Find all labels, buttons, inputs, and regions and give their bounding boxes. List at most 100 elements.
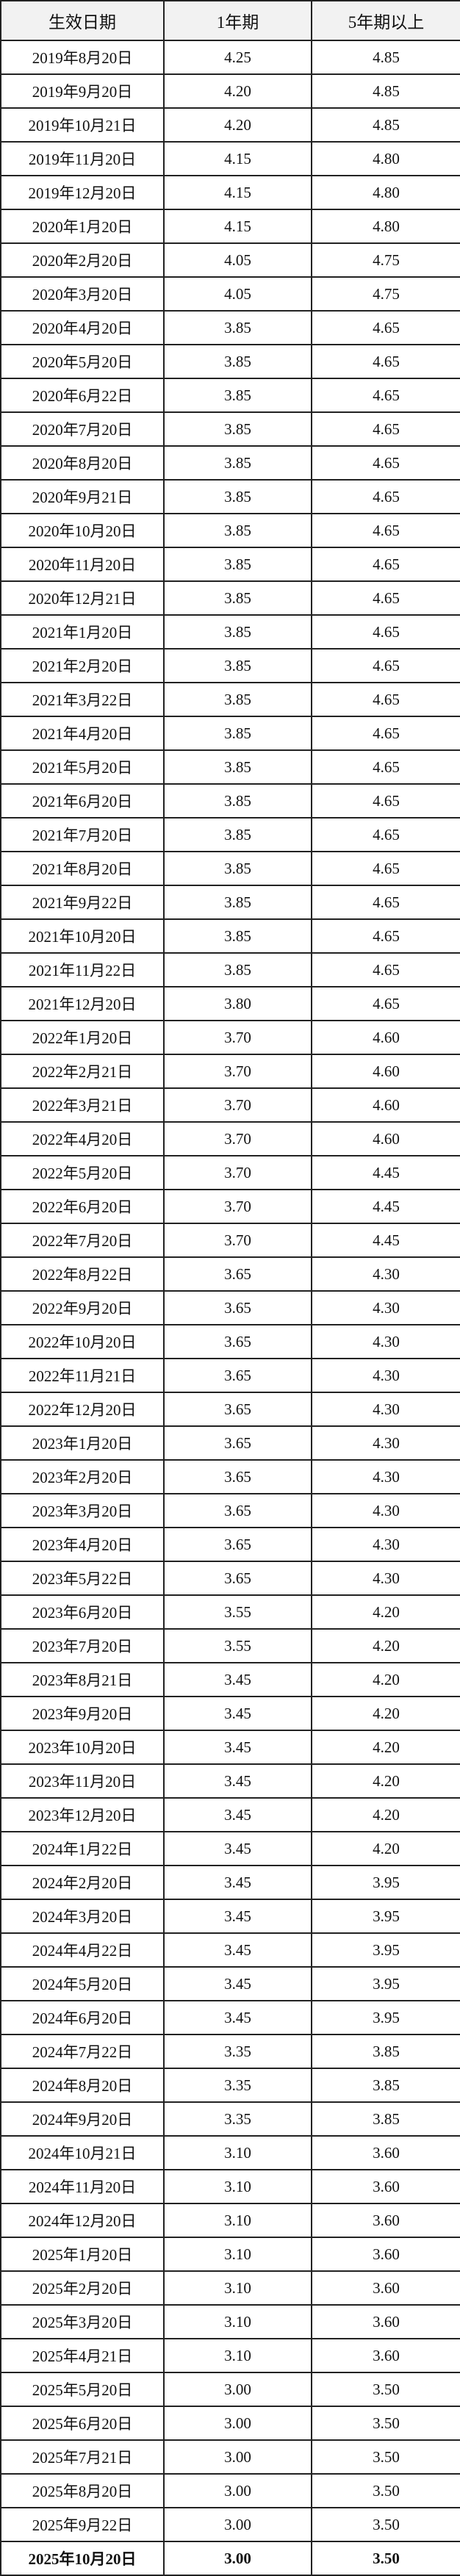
one-year-rate-cell: 3.10 xyxy=(163,2135,312,2170)
table-row: 2024年6月20日 3.45 3.95 xyxy=(0,2000,460,2035)
effective-date-cell: 2024年6月20日 xyxy=(0,2000,165,2035)
five-year-rate-cell: 3.50 xyxy=(311,2439,460,2475)
effective-date-cell: 2022年3月21日 xyxy=(0,1087,165,1123)
five-year-rate-cell: 4.65 xyxy=(311,851,460,886)
five-year-rate-cell: 4.65 xyxy=(311,378,460,413)
five-year-rate-cell: 4.45 xyxy=(311,1155,460,1190)
effective-date-cell: 2021年3月22日 xyxy=(0,682,165,717)
effective-date-cell: 2022年10月20日 xyxy=(0,1324,165,1359)
five-year-rate-cell: 4.65 xyxy=(311,344,460,379)
five-year-rate-cell: 3.95 xyxy=(311,1865,460,1900)
one-year-rate-cell: 3.45 xyxy=(163,1797,312,1832)
one-year-rate-cell: 3.55 xyxy=(163,1594,312,1630)
five-year-rate-cell: 4.30 xyxy=(311,1561,460,1596)
five-year-rate-cell: 3.60 xyxy=(311,2237,460,2272)
one-year-rate-cell: 4.15 xyxy=(163,175,312,210)
five-year-rate-cell: 3.85 xyxy=(311,2068,460,2103)
one-year-rate-cell: 3.85 xyxy=(163,547,312,582)
table-row: 2020年9月21日 3.85 4.65 xyxy=(0,479,460,514)
table-row: 2021年7月20日 3.85 4.65 xyxy=(0,817,460,852)
table-row: 2022年8月22日 3.65 4.30 xyxy=(0,1256,460,1292)
effective-date-cell: 2024年1月22日 xyxy=(0,1831,165,1866)
one-year-rate-cell: 3.85 xyxy=(163,851,312,886)
five-year-rate-cell: 4.30 xyxy=(311,1527,460,1562)
five-year-rate-cell: 4.20 xyxy=(311,1696,460,1731)
table-row: 2023年1月20日 3.65 4.30 xyxy=(0,1425,460,1461)
five-year-rate-cell: 4.65 xyxy=(311,411,460,447)
one-year-rate-cell: 3.45 xyxy=(163,1966,312,2001)
five-year-rate-cell: 4.65 xyxy=(311,952,460,987)
one-year-rate-cell: 3.65 xyxy=(163,1493,312,1528)
table-row: 2020年7月20日 3.85 4.65 xyxy=(0,411,460,447)
table-row: 2020年10月20日 3.85 4.65 xyxy=(0,513,460,548)
effective-date-cell: 2025年6月20日 xyxy=(0,2406,165,2441)
five-year-rate-cell: 3.85 xyxy=(311,2034,460,2069)
one-year-rate-cell: 4.05 xyxy=(163,276,312,312)
effective-date-cell: 2023年11月20日 xyxy=(0,1763,165,1799)
table-row: 2024年12月20日 3.10 3.60 xyxy=(0,2203,460,2238)
one-year-rate-cell: 3.10 xyxy=(163,2338,312,2373)
five-year-rate-cell: 4.30 xyxy=(311,1290,460,1325)
five-year-rate-cell: 4.60 xyxy=(311,1121,460,1156)
effective-date-cell: 2024年2月20日 xyxy=(0,1865,165,1900)
five-year-rate-cell: 4.60 xyxy=(311,1054,460,1089)
table-row: 2024年9月20日 3.35 3.85 xyxy=(0,2101,460,2137)
effective-date-cell: 2022年1月20日 xyxy=(0,1020,165,1055)
table-row: 2022年7月20日 3.70 4.45 xyxy=(0,1223,460,1258)
effective-date-cell: 2024年12月20日 xyxy=(0,2203,165,2238)
five-year-rate-cell: 3.50 xyxy=(311,2406,460,2441)
effective-date-cell: 2021年1月20日 xyxy=(0,614,165,650)
effective-date-cell: 2019年11月20日 xyxy=(0,141,165,176)
five-year-rate-cell: 3.50 xyxy=(311,2507,460,2542)
one-year-rate-cell: 3.80 xyxy=(163,986,312,1021)
one-year-rate-cell: 3.55 xyxy=(163,1628,312,1663)
one-year-rate-cell: 3.85 xyxy=(163,749,312,785)
table-row: 2021年6月20日 3.85 4.65 xyxy=(0,783,460,819)
one-year-rate-cell: 3.85 xyxy=(163,310,312,345)
one-year-rate-cell: 3.85 xyxy=(163,513,312,548)
one-year-rate-cell: 3.45 xyxy=(163,1899,312,1934)
one-year-rate-cell: 3.35 xyxy=(163,2068,312,2103)
one-year-rate-cell: 3.45 xyxy=(163,1730,312,1765)
one-year-rate-cell: 3.85 xyxy=(163,783,312,819)
five-year-rate-cell: 4.65 xyxy=(311,513,460,548)
table-row: 2023年3月20日 3.65 4.30 xyxy=(0,1493,460,1528)
table-row: 2019年9月20日 4.20 4.85 xyxy=(0,73,460,109)
one-year-rate-cell: 3.45 xyxy=(163,2000,312,2035)
table-row: 2023年7月20日 3.55 4.20 xyxy=(0,1628,460,1663)
one-year-rate-cell: 3.45 xyxy=(163,1696,312,1731)
effective-date-cell: 2024年10月21日 xyxy=(0,2135,165,2170)
one-year-rate-cell: 4.20 xyxy=(163,73,312,109)
one-year-rate-cell: 3.10 xyxy=(163,2203,312,2238)
effective-date-cell: 2022年9月20日 xyxy=(0,1290,165,1325)
one-year-rate-cell: 3.45 xyxy=(163,1662,312,1697)
one-year-rate-cell: 3.00 xyxy=(163,2372,312,2407)
one-year-rate-cell: 3.85 xyxy=(163,445,312,481)
table-row: 2020年3月20日 4.05 4.75 xyxy=(0,276,460,312)
one-year-rate-cell: 3.70 xyxy=(163,1155,312,1190)
effective-date-cell: 2023年10月20日 xyxy=(0,1730,165,1765)
five-year-rate-cell: 4.30 xyxy=(311,1256,460,1292)
five-year-rate-cell: 3.95 xyxy=(311,1899,460,1934)
table-row: 2021年2月20日 3.85 4.65 xyxy=(0,648,460,683)
table-row: 2019年10月21日 4.20 4.85 xyxy=(0,107,460,143)
table-row: 2025年8月20日 3.00 3.50 xyxy=(0,2473,460,2508)
one-year-rate-cell: 3.65 xyxy=(163,1392,312,1427)
effective-date-cell: 2025年3月20日 xyxy=(0,2304,165,2339)
table-row: 2025年6月20日 3.00 3.50 xyxy=(0,2406,460,2441)
five-year-rate-cell: 4.30 xyxy=(311,1425,460,1461)
five-year-rate-cell: 4.65 xyxy=(311,885,460,920)
effective-date-cell: 2024年3月20日 xyxy=(0,1899,165,1934)
one-year-rate-cell: 4.05 xyxy=(163,242,312,278)
table-row: 2023年9月20日 3.45 4.20 xyxy=(0,1696,460,1731)
one-year-rate-cell: 3.10 xyxy=(163,2169,312,2204)
five-year-rate-cell: 3.50 xyxy=(311,2372,460,2407)
effective-date-cell: 2023年6月20日 xyxy=(0,1594,165,1630)
header-1-year: 1年期 xyxy=(163,0,312,41)
table-row: 2020年8月20日 3.85 4.65 xyxy=(0,445,460,481)
table-row: 2024年11月20日 3.10 3.60 xyxy=(0,2169,460,2204)
header-row: 生效日期 1年期 5年期以上 xyxy=(0,0,460,41)
effective-date-cell: 2023年2月20日 xyxy=(0,1459,165,1494)
effective-date-cell: 2020年9月21日 xyxy=(0,479,165,514)
five-year-rate-cell: 4.20 xyxy=(311,1662,460,1697)
